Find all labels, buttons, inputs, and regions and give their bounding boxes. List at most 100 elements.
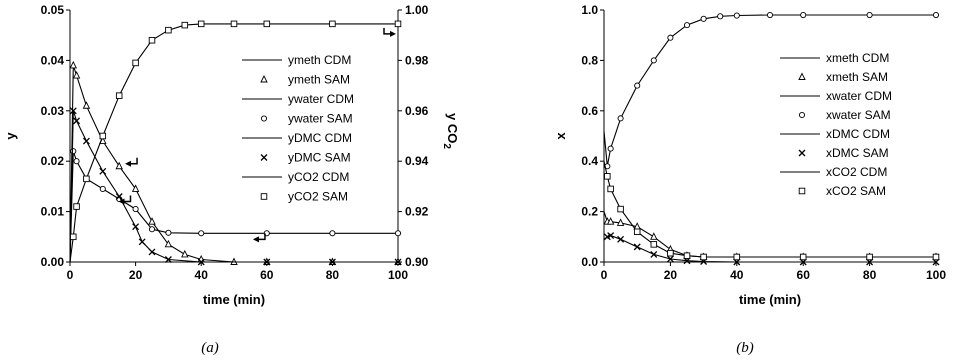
- y2-tick-label: 0.94: [405, 154, 429, 168]
- data-point-yDMC-stroke: [115, 193, 123, 200]
- data-point-yCO2: [70, 233, 77, 241]
- data-point-ymeth: [131, 184, 140, 192]
- data-point-yDMC-stroke: [394, 258, 402, 266]
- data-point-ywater: [99, 185, 106, 192]
- data-point-yCO2: [394, 20, 402, 28]
- data-point-xmeth: [606, 217, 615, 225]
- data-point-yDMC-stroke: [82, 137, 90, 145]
- data-point-xwater: [717, 13, 724, 20]
- data-point-xDMC-stroke: [607, 232, 615, 239]
- legend-entry: ymeth SAM: [288, 73, 350, 87]
- y-axis-title: x: [553, 132, 568, 140]
- legend-marker-sample: [798, 111, 806, 119]
- legend-marker-sample: [798, 149, 806, 157]
- legend-entry: xCO2 CDM: [826, 165, 887, 179]
- x-tick-label: 100: [388, 268, 408, 282]
- data-point-ywater: [148, 226, 156, 233]
- legend-marker-sample: [798, 72, 806, 80]
- data-point-xwater: [650, 57, 657, 64]
- data-point-xCO2: [650, 241, 658, 248]
- data-point-xwater: [617, 115, 624, 122]
- data-point-xwater: [866, 11, 873, 19]
- y2-tick-label: 0.96: [405, 104, 429, 118]
- data-point-yDMC-stroke: [69, 107, 77, 115]
- y2-tick-label: 0.98: [405, 53, 429, 67]
- legend-entry: xmeth SAM: [826, 70, 888, 84]
- x-tick-label: 20: [664, 268, 678, 282]
- legend-marker-sample: [260, 193, 268, 200]
- data-point-ymeth: [72, 71, 81, 79]
- data-point-ywater: [198, 230, 205, 237]
- data-point-xDMC: [617, 235, 625, 243]
- x-tick-label: 40: [730, 268, 744, 282]
- legend-marker-sample: [260, 115, 268, 122]
- data-point-xwater: [800, 11, 807, 19]
- data-point-xCO2: [932, 253, 940, 261]
- data-point-yDMC: [99, 167, 107, 175]
- x-axis-title: time (min): [203, 292, 265, 307]
- data-point-yCO2: [115, 92, 123, 99]
- data-point-yDMC-stroke: [263, 258, 271, 266]
- y2-axis-title-subscript: 2: [441, 143, 452, 149]
- data-point-yDMC: [197, 258, 205, 266]
- data-point-xDMC: [607, 232, 615, 239]
- data-point-yDMC-stroke: [73, 117, 81, 125]
- data-point-yDMC-stroke: [148, 248, 156, 256]
- x-tick-label: 20: [129, 268, 143, 282]
- data-point-xmeth: [650, 232, 658, 240]
- data-point-xwater: [634, 82, 641, 89]
- data-point-yCO2: [197, 20, 205, 28]
- data-point-yDMC-stroke: [138, 238, 146, 246]
- y-tick-label: 0.8: [581, 53, 598, 67]
- y-tick-label: 0.4: [581, 154, 598, 168]
- data-point-yDMC: [394, 258, 402, 266]
- data-point-ywater: [329, 230, 336, 237]
- data-point-xDMC-stroke: [666, 255, 674, 263]
- x-tick-label: 40: [195, 268, 209, 282]
- data-point-xDMC-stroke: [617, 235, 625, 243]
- data-point-yDMC-stroke: [164, 256, 172, 263]
- data-point-xDMC: [650, 250, 658, 258]
- y-tick-label: 0.00: [41, 255, 65, 269]
- data-point-ymeth: [148, 217, 156, 225]
- y-tick-label: 1.0: [581, 3, 598, 17]
- legend-entry: xwater SAM: [826, 108, 891, 122]
- data-point-ywater: [132, 206, 139, 213]
- data-point-xCO2: [667, 249, 674, 257]
- data-point-ywater: [394, 230, 402, 237]
- x-tick-label: 60: [797, 268, 811, 282]
- data-point-ymeth: [82, 101, 91, 109]
- legend-entry: yDMC CDM: [288, 131, 352, 145]
- data-point-xCO2: [799, 253, 807, 261]
- legend-entry: xwater CDM: [826, 89, 892, 103]
- legend-entry: xDMC CDM: [826, 127, 890, 141]
- y2-axis-title-main: y CO: [445, 113, 460, 143]
- data-point-ywater: [70, 148, 77, 155]
- data-point-yCO2: [83, 175, 90, 183]
- data-point-xCO2: [607, 185, 614, 193]
- legend-marker-sample: [260, 154, 268, 161]
- data-point-yDMC-stroke: [99, 167, 107, 175]
- data-point-yDMC-stroke: [197, 258, 205, 266]
- data-point-yDMC: [328, 258, 336, 266]
- panel-caption: (a): [201, 340, 219, 356]
- data-point-yDMC-stroke: [328, 258, 336, 266]
- data-point-xwater: [766, 11, 774, 19]
- x-tick-label: 80: [863, 268, 877, 282]
- data-point-xwater: [667, 34, 674, 41]
- data-point-xwater: [683, 22, 691, 29]
- legend-entry: yCO2 SAM: [288, 190, 348, 204]
- y-tick-label: 0.2: [581, 205, 598, 219]
- data-point-xwater: [733, 12, 740, 19]
- right-axis-arrowhead: [390, 30, 396, 37]
- data-point-xCO2: [633, 228, 641, 236]
- legend-entry: ymeth CDM: [288, 53, 351, 67]
- legend-entry: yDMC SAM: [288, 151, 351, 165]
- legend-entry: ywater SAM: [288, 112, 353, 126]
- data-point-yDMC: [132, 223, 140, 231]
- y2-axis-title: y CO2: [441, 113, 460, 149]
- data-point-xwater: [932, 11, 940, 19]
- legend-marker-sample-stroke: [260, 154, 268, 161]
- panel-a: 0 20 40 60 80 100 0.00 0.01 0.02 0.03 0.04 0.05 0.90…: [3, 3, 460, 356]
